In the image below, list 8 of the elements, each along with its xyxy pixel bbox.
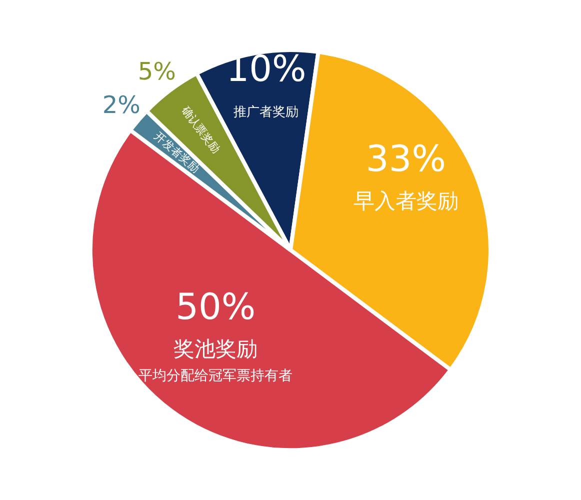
slice-label: 推广者奖励: [234, 105, 299, 120]
text: 平均分配给冠军票持有者: [138, 368, 293, 384]
data-label: 2%: [102, 91, 140, 120]
data-label: 50%: [176, 287, 256, 328]
slice-label: 奖池奖励: [174, 337, 258, 362]
slice-label: 早入者奖励: [353, 188, 458, 213]
data-label: 33%: [366, 138, 446, 180]
data-label: 5%: [138, 58, 176, 86]
